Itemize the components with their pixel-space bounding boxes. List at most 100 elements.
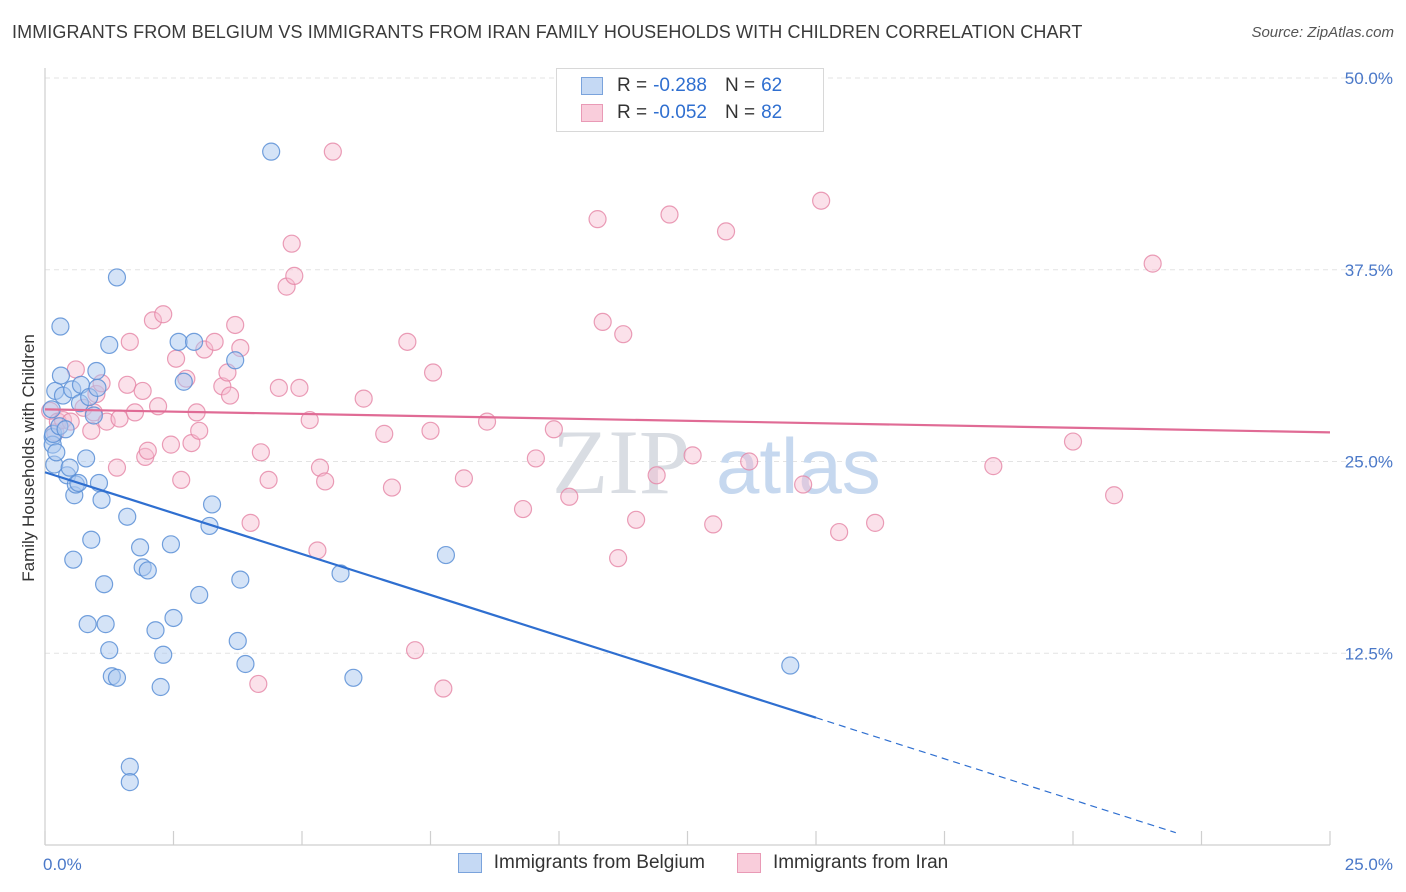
- belgium-point: [100, 641, 119, 660]
- belgium-point: [130, 538, 150, 557]
- belgium-point: [169, 332, 188, 351]
- iran-r-value: -0.052: [653, 102, 707, 123]
- belgium-point: [51, 317, 70, 336]
- iran-point: [220, 386, 240, 405]
- belgium-point: [120, 757, 139, 776]
- belgium-point: [164, 608, 183, 628]
- iran-point: [226, 315, 245, 335]
- series-legend: Immigrants from Belgium Immigrants from …: [0, 852, 1406, 874]
- belgium-point: [262, 142, 281, 161]
- iran-point: [544, 420, 563, 439]
- iran-point: [812, 191, 831, 210]
- iran-point: [614, 325, 633, 344]
- y-tick-label: 12.5%: [1345, 644, 1393, 663]
- belgium-point: [78, 615, 97, 634]
- watermark: ZIP atlas: [552, 411, 881, 513]
- belgium-point: [47, 443, 66, 462]
- iran-point: [660, 205, 679, 224]
- belgium-point: [146, 621, 165, 640]
- legend-row-belgium: R = -0.288 N = 62: [581, 74, 782, 98]
- y-tick-label: 37.5%: [1345, 261, 1393, 280]
- iran-point: [282, 234, 301, 253]
- iran-point: [421, 421, 440, 440]
- belgium-series: [42, 142, 800, 792]
- iran-point: [110, 409, 129, 428]
- iran-n-value: 82: [761, 102, 783, 123]
- watermark-atlas: atlas: [716, 422, 881, 510]
- x-tick-label: 0.0%: [43, 855, 82, 874]
- belgium-point: [138, 561, 157, 580]
- belgium-point: [87, 361, 106, 381]
- iran-point: [241, 513, 260, 532]
- legend-n-label: N =: [724, 102, 756, 123]
- iran-point: [477, 412, 497, 431]
- correlation-legend: R = -0.288 N = 62 R = -0.052 N = 82: [556, 68, 824, 132]
- belgium-point: [228, 631, 247, 651]
- iran-point: [354, 389, 373, 408]
- y-tick-label: 25.0%: [1345, 453, 1393, 472]
- belgium-point: [190, 585, 209, 605]
- chart-title: IMMIGRANTS FROM BELGIUM VS IMMIGRANTS FR…: [12, 22, 1083, 42]
- belgium-point: [202, 495, 222, 514]
- y-tick-label: 50.0%: [1345, 69, 1393, 88]
- belgium-point: [60, 458, 79, 477]
- iran-swatch: [581, 104, 603, 122]
- belgium-point: [96, 615, 115, 634]
- iran-point: [300, 410, 319, 430]
- tick-labels: 12.5% 25.0% 37.5% 50.0% 0.0% 25.0%: [43, 69, 1393, 874]
- iran-point: [190, 421, 209, 440]
- iran-point: [125, 403, 145, 422]
- belgium-point: [236, 654, 255, 674]
- iran-point: [560, 487, 579, 506]
- belgium-point: [184, 332, 204, 351]
- iran-point: [107, 458, 127, 477]
- belgium-point: [231, 570, 250, 589]
- iran-point: [143, 311, 163, 330]
- iran-point: [249, 674, 268, 694]
- iran-point: [704, 515, 723, 534]
- iran-point: [1063, 432, 1083, 451]
- iran-point: [454, 469, 474, 488]
- iran-point: [269, 378, 288, 397]
- iran-point: [138, 441, 157, 460]
- x-tick-label: 25.0%: [1345, 855, 1393, 874]
- iran-point: [593, 312, 612, 332]
- belgium-swatch: [581, 77, 603, 95]
- iran-point: [172, 470, 191, 490]
- iran-series: [41, 142, 1162, 698]
- iran-point: [647, 466, 666, 485]
- iran-point: [133, 381, 152, 401]
- legend-n-label: N =: [724, 75, 756, 96]
- belgium-point: [82, 530, 101, 549]
- belgium-point: [92, 490, 111, 509]
- legend-item-iran[interactable]: Immigrants from Iran: [736, 852, 949, 874]
- belgium-point: [781, 656, 800, 675]
- belgium-point: [88, 378, 107, 397]
- belgium-point: [436, 545, 456, 565]
- belgium-point: [100, 335, 119, 355]
- iran-point: [513, 499, 533, 519]
- gridlines: [45, 77, 1395, 654]
- iran-point: [259, 470, 278, 490]
- iran-point: [626, 510, 646, 529]
- belgium-trend-line: [44, 471, 817, 719]
- trend-lines: [44, 408, 1331, 834]
- belgium-point: [161, 535, 181, 554]
- belgium-point: [174, 372, 193, 391]
- legend-item-belgium[interactable]: Immigrants from Belgium: [457, 852, 705, 874]
- iran-legend-label: Immigrants from Iran: [772, 852, 949, 873]
- iran-point: [205, 332, 224, 351]
- belgium-point: [77, 449, 96, 468]
- source-credit: Source: ZipAtlas.com: [1251, 24, 1394, 41]
- legend-r-label: R =: [617, 102, 648, 123]
- iran-point: [120, 332, 139, 351]
- legend-row-iran: R = -0.052 N = 82: [581, 101, 782, 125]
- iran-point: [423, 363, 443, 382]
- iran-point: [213, 377, 232, 396]
- iran-point: [310, 458, 330, 477]
- belgium-point: [120, 773, 139, 792]
- belgium-point: [118, 507, 137, 526]
- iran-point: [866, 513, 885, 532]
- iran-trend-line: [44, 408, 1331, 434]
